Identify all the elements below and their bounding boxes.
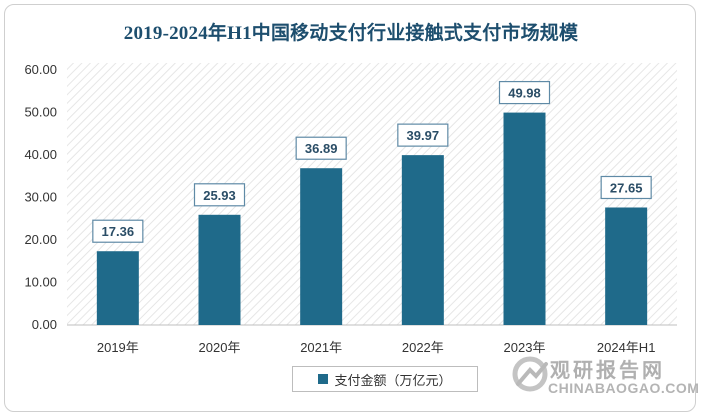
bar xyxy=(300,168,343,325)
x-tick-label: 2019年 xyxy=(97,340,139,355)
data-label: 25.93 xyxy=(203,188,236,203)
x-tick-label: 2020年 xyxy=(199,340,241,355)
y-tick-label: 10.00 xyxy=(24,275,57,290)
data-label-box xyxy=(600,175,652,200)
bar xyxy=(401,155,444,325)
x-tick-label: 2024年H1 xyxy=(597,340,656,355)
legend-label: 支付金额（万亿元） xyxy=(334,372,452,388)
bar xyxy=(503,112,546,326)
bar xyxy=(198,214,241,325)
chart-title: 2019-2024年H1中国移动支付行业接触式支付市场规模 xyxy=(123,23,579,44)
x-tick-label: 2022年 xyxy=(402,340,444,355)
data-label-box xyxy=(295,136,347,160)
plot-area xyxy=(67,63,677,325)
data-label: 36.89 xyxy=(305,141,338,156)
data-labels: 17.36 25.93 36.89 39.97 49.98 27.65 xyxy=(92,80,652,243)
data-label: 17.36 xyxy=(102,224,135,239)
legend: 支付金额（万亿元） xyxy=(292,366,478,392)
x-tick-label: 2021年 xyxy=(300,340,342,355)
bar xyxy=(605,207,648,325)
y-tick-label: 50.00 xyxy=(24,105,57,120)
data-label-box xyxy=(92,219,144,243)
bars-series xyxy=(96,112,648,326)
data-label-box xyxy=(498,80,551,105)
y-tick-label: 0.00 xyxy=(32,317,57,332)
x-tick-label: 2023年 xyxy=(504,340,546,355)
data-label: 27.65 xyxy=(610,180,643,195)
y-tick-label: 20.00 xyxy=(24,232,57,247)
data-label: 39.97 xyxy=(407,128,440,143)
y-tick-label: 30.00 xyxy=(24,190,57,205)
data-label-box xyxy=(193,183,246,207)
bar xyxy=(96,251,139,325)
y-axis: 0.00 10.00 20.00 30.00 40.00 50.00 60.00 xyxy=(24,62,57,332)
y-tick-label: 40.00 xyxy=(24,147,57,162)
data-label-box xyxy=(397,123,449,147)
x-axis: 2019年 2020年 2021年 2022年 2023年 2024年H1 xyxy=(67,324,677,355)
data-label: 49.98 xyxy=(508,86,541,101)
legend-swatch xyxy=(318,374,329,384)
y-tick-label: 60.00 xyxy=(24,62,57,77)
